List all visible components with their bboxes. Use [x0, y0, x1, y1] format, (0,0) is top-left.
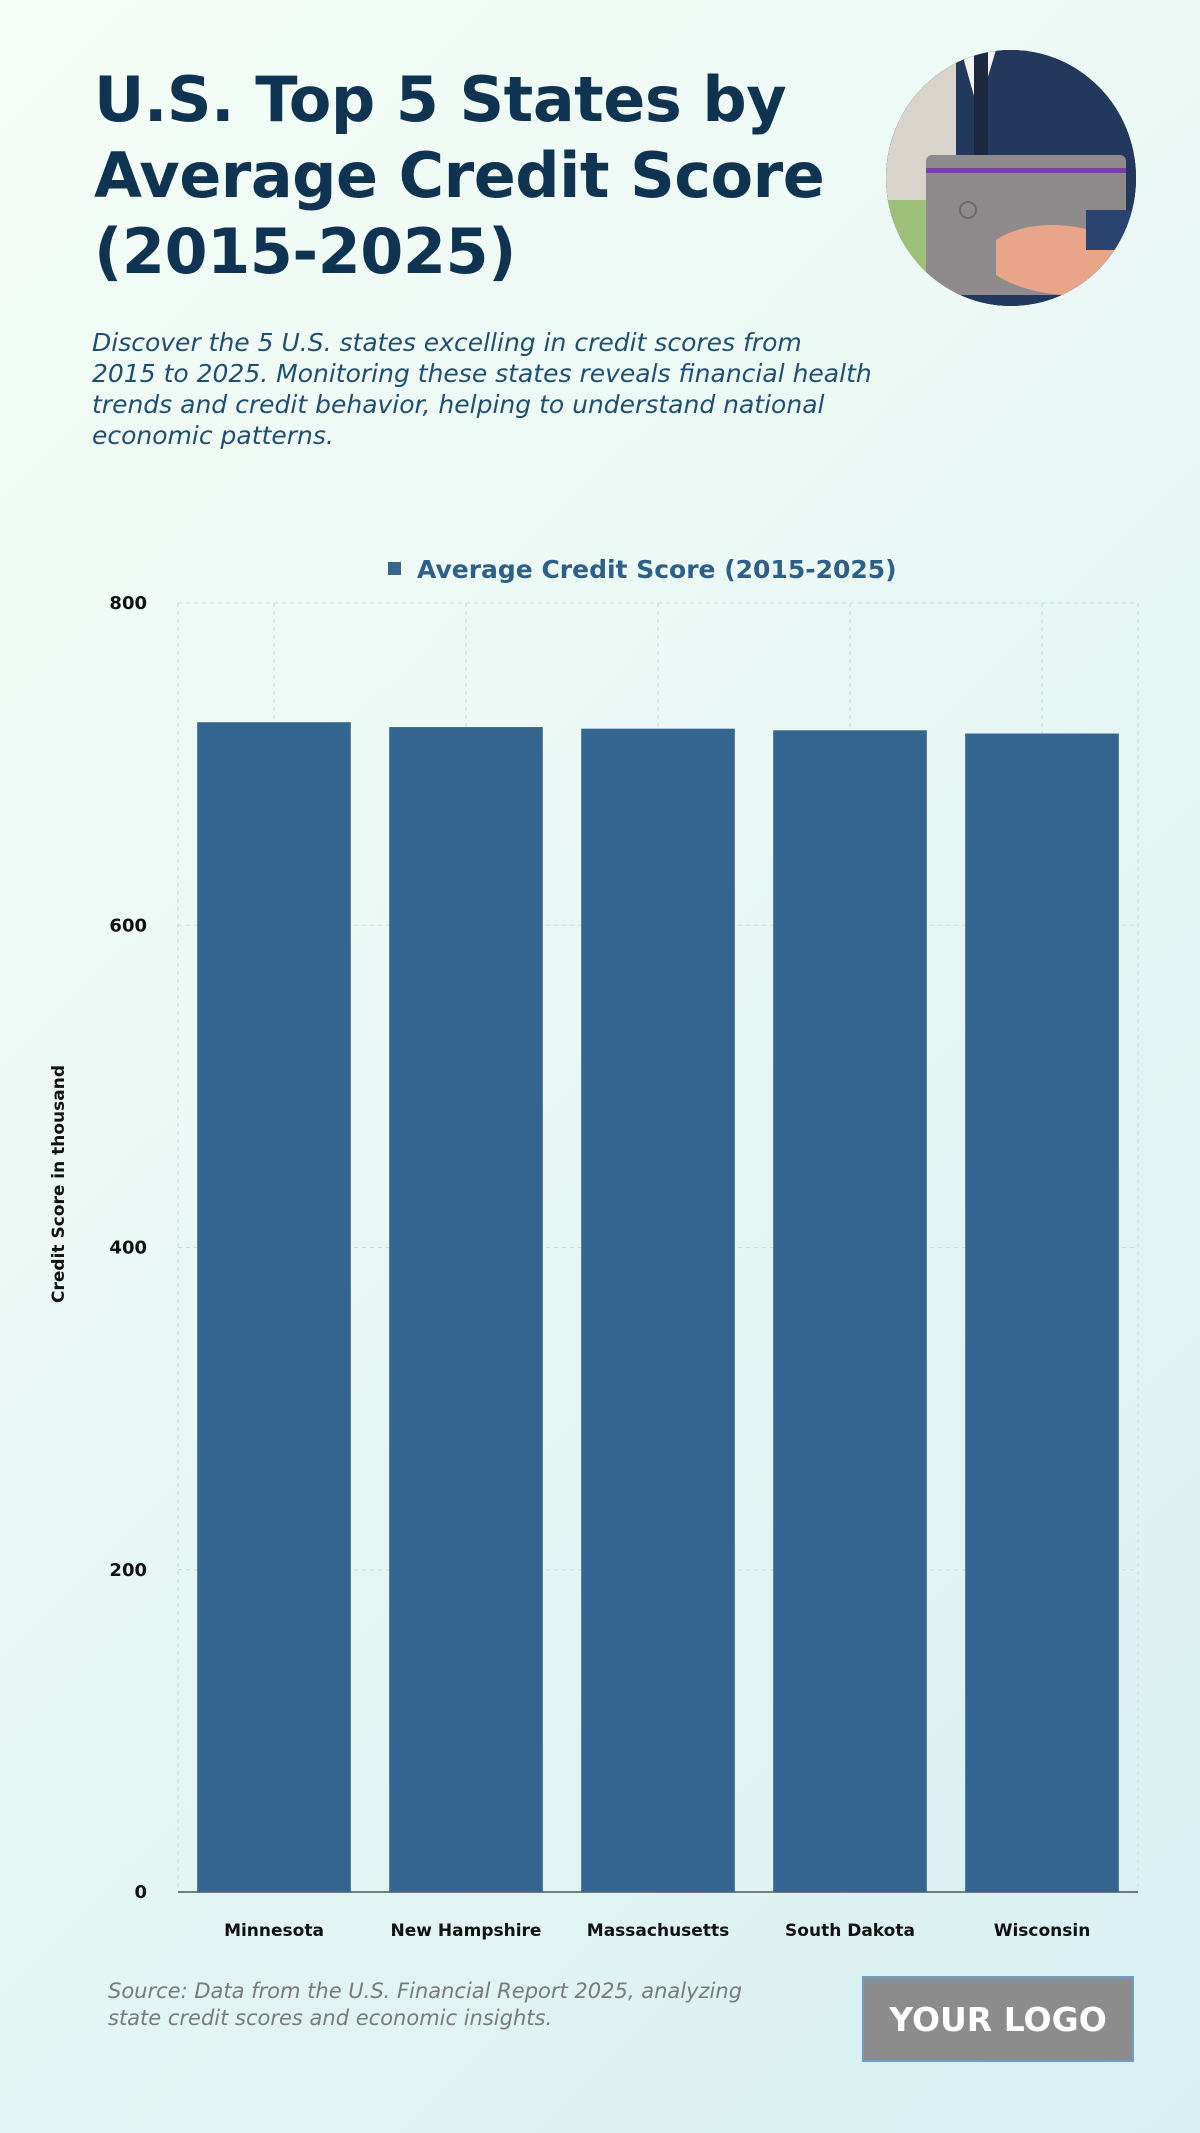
y-tick-label: 200: [109, 1560, 147, 1581]
y-tick-label: 800: [109, 593, 147, 614]
labels: 0 200 400 600 800 Minnesota New Hampshire Massa…: [109, 593, 1090, 1941]
x-tick-label: Minnesota: [224, 1921, 324, 1941]
y-tick-label: 0: [134, 1882, 147, 1903]
legend: Average Credit Score (2015-2025): [388, 555, 897, 584]
source-note: Source: Data from the U.S. Financial Rep…: [108, 1979, 743, 2030]
y-tick-label: 400: [109, 1238, 147, 1259]
bar-massachusetts: [581, 728, 735, 1892]
y-axis-title: Credit Score in thousand: [49, 1065, 69, 1303]
x-tick-label: Massachusetts: [587, 1921, 729, 1941]
bar-minnesota: [197, 722, 351, 1893]
businessman-notebook-photo: [886, 50, 1136, 306]
legend-swatch: [388, 562, 401, 575]
legend-label: Average Credit Score (2015-2025): [417, 555, 897, 584]
y-tick-label: 600: [109, 915, 147, 936]
x-tick-label: Wisconsin: [994, 1921, 1091, 1941]
bar-wisconsin: [965, 733, 1119, 1892]
bars: [197, 722, 1119, 1893]
bar-south-dakota: [773, 730, 927, 1892]
x-tick-label: South Dakota: [785, 1921, 915, 1941]
page-subtitle: Discover the 5 U.S. states excelling in …: [92, 328, 872, 450]
logo-placeholder: YOUR LOGO: [862, 1976, 1134, 2062]
bar-new-hampshire: [389, 727, 543, 1893]
page-title: U.S. Top 5 States by Average Credit Scor…: [94, 63, 825, 288]
x-tick-label: New Hampshire: [391, 1921, 542, 1941]
